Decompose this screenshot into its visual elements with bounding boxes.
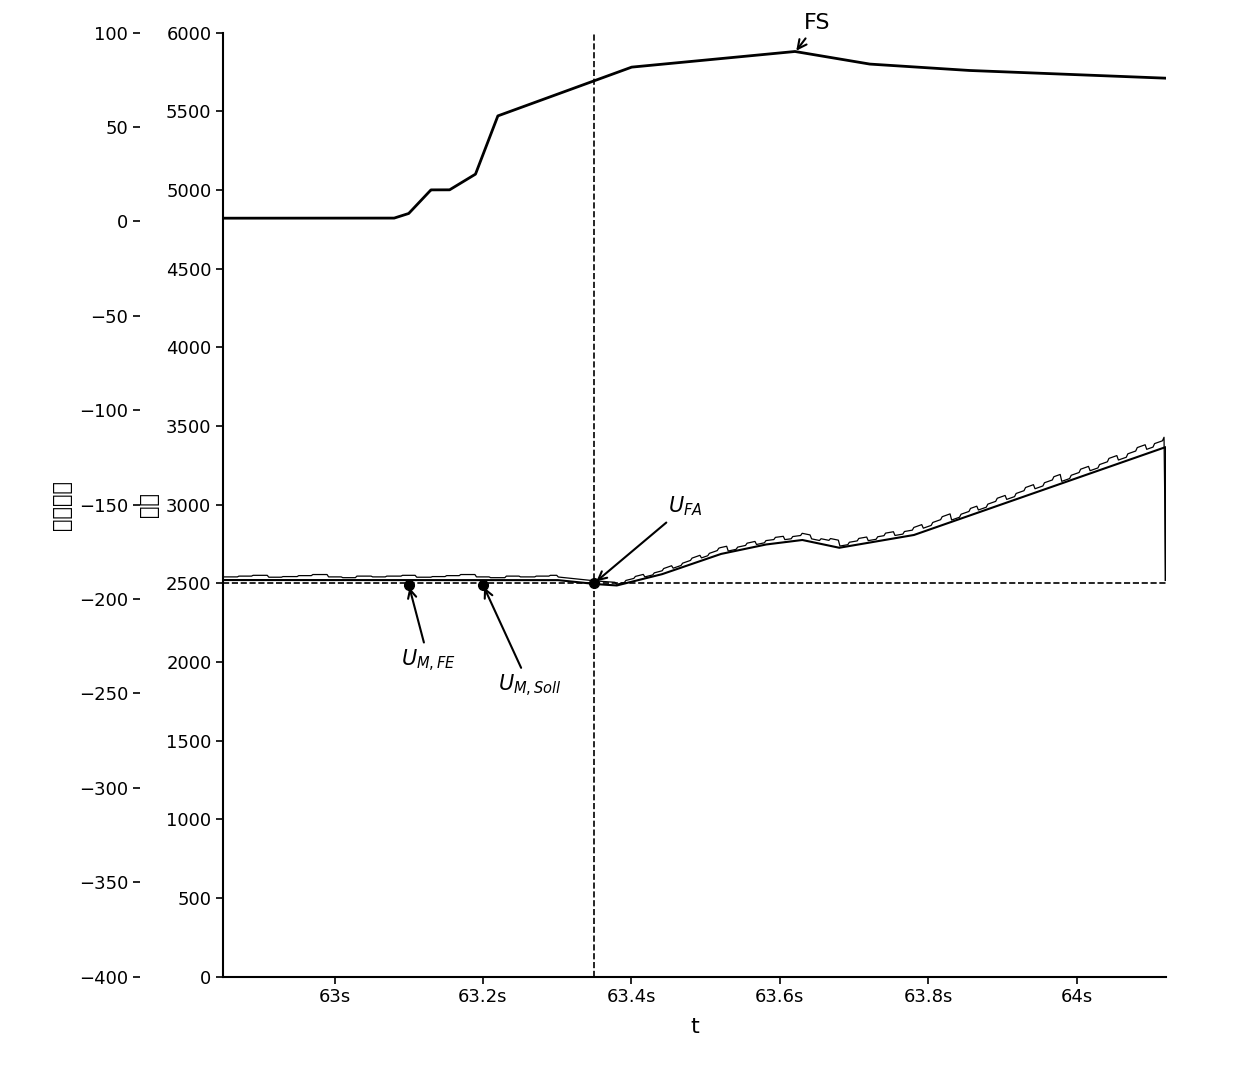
Y-axis label: 转速: 转速 (139, 492, 159, 518)
Text: FS: FS (797, 13, 830, 49)
Text: $U_{M,Soll}$: $U_{M,Soll}$ (485, 589, 562, 700)
X-axis label: t: t (689, 1018, 699, 1037)
Y-axis label: 踏板位置: 踏板位置 (52, 480, 72, 529)
Text: $U_{M,FE}$: $U_{M,FE}$ (402, 590, 456, 674)
Text: $U_{FA}$: $U_{FA}$ (598, 495, 703, 579)
